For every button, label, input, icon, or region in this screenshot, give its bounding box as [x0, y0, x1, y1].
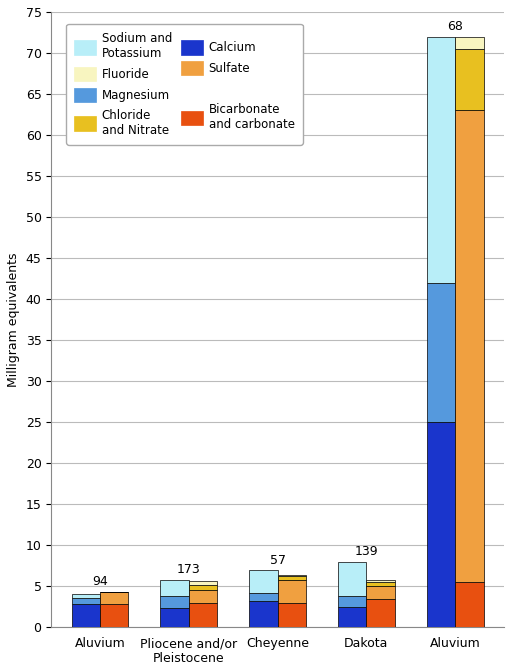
Bar [366, 586, 395, 599]
Bar [100, 604, 128, 628]
Bar [277, 603, 306, 628]
Legend: Sodium and
Potassium, Fluoride, Magnesium, Chloride
and Nitrate, Calcium, Sulfat: Sodium and Potassium, Fluoride, Magnesiu… [66, 24, 303, 144]
Bar [455, 110, 483, 582]
Bar [366, 580, 395, 582]
Bar [366, 582, 395, 586]
Bar [72, 598, 100, 603]
Text: 68: 68 [447, 20, 463, 34]
Y-axis label: Milligram equivalents: Milligram equivalents [7, 253, 20, 387]
Bar [249, 601, 277, 628]
Bar [277, 580, 306, 603]
Bar [338, 596, 366, 607]
Bar [189, 591, 217, 603]
Bar [72, 593, 100, 598]
Bar [100, 592, 128, 604]
Bar [427, 422, 455, 628]
Bar [249, 570, 277, 593]
Bar [189, 603, 217, 628]
Bar [160, 580, 189, 596]
Bar [249, 593, 277, 601]
Text: 57: 57 [270, 554, 286, 566]
Bar [72, 603, 100, 628]
Bar [277, 576, 306, 580]
Text: 94: 94 [92, 575, 108, 589]
Bar [160, 596, 189, 608]
Bar [427, 36, 455, 283]
Bar [277, 575, 306, 576]
Text: 139: 139 [355, 546, 378, 558]
Bar [338, 562, 366, 596]
Bar [160, 608, 189, 628]
Bar [427, 283, 455, 422]
Bar [338, 607, 366, 628]
Bar [455, 36, 483, 49]
Bar [189, 585, 217, 591]
Bar [189, 581, 217, 585]
Text: 173: 173 [177, 563, 201, 577]
Bar [366, 599, 395, 628]
Bar [455, 49, 483, 110]
Bar [455, 582, 483, 628]
